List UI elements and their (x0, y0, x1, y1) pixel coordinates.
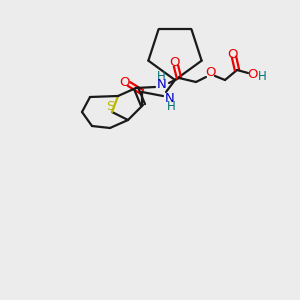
Text: O: O (248, 68, 258, 82)
Text: H: H (258, 70, 266, 83)
Text: O: O (169, 56, 179, 70)
Text: O: O (205, 67, 215, 80)
Text: N: N (165, 92, 175, 104)
Text: H: H (157, 70, 165, 83)
Text: N: N (157, 79, 167, 92)
Text: O: O (120, 76, 130, 88)
Text: O: O (227, 47, 237, 61)
Text: S: S (106, 100, 114, 113)
Text: H: H (167, 100, 176, 113)
